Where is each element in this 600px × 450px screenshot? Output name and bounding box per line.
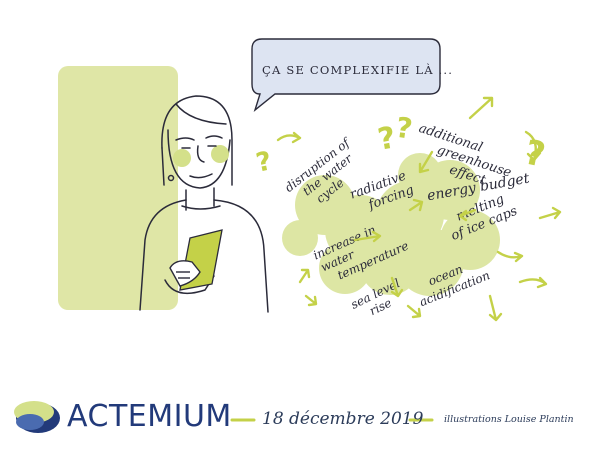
footer-credit: illustrations Louise Plantin xyxy=(444,414,574,425)
arrow-icon xyxy=(524,130,542,162)
question-mark-icon: ? xyxy=(375,120,398,157)
concept-cloud xyxy=(282,153,500,296)
arrow-icon xyxy=(468,96,494,120)
arrow-icon xyxy=(538,206,562,220)
green-panel xyxy=(58,66,178,310)
hand xyxy=(169,260,201,287)
arrow-icon xyxy=(418,150,434,174)
arrow-icon xyxy=(353,230,382,243)
arrow-icon xyxy=(276,131,302,144)
arrow-icon xyxy=(304,294,318,307)
speech-bubble: ÇA SE COMPLEXIFIE LÀ ... xyxy=(251,38,453,112)
arrow-icon xyxy=(390,276,404,298)
brand-name: ACTEMIUM xyxy=(67,399,232,434)
arrows xyxy=(276,96,562,322)
arrow-icon xyxy=(488,294,503,322)
person-figure xyxy=(139,95,269,313)
arrow-icon xyxy=(408,198,424,212)
question-mark-icon: ? xyxy=(254,146,275,178)
arrow-icon xyxy=(518,276,548,289)
question-mark-icon: ? xyxy=(394,111,415,146)
question-marks: ? ? ? ? xyxy=(254,111,549,179)
arrow-icon xyxy=(496,250,524,263)
arrow-icon xyxy=(458,208,477,222)
arrow-icon xyxy=(298,268,311,284)
actemium-logo-icon xyxy=(14,401,60,433)
arrow-icon xyxy=(406,304,422,319)
footer-date: 18 décembre 2019 xyxy=(262,409,424,429)
speech-bubble-text: ÇA SE COMPLEXIFIE LÀ ... xyxy=(262,63,453,77)
